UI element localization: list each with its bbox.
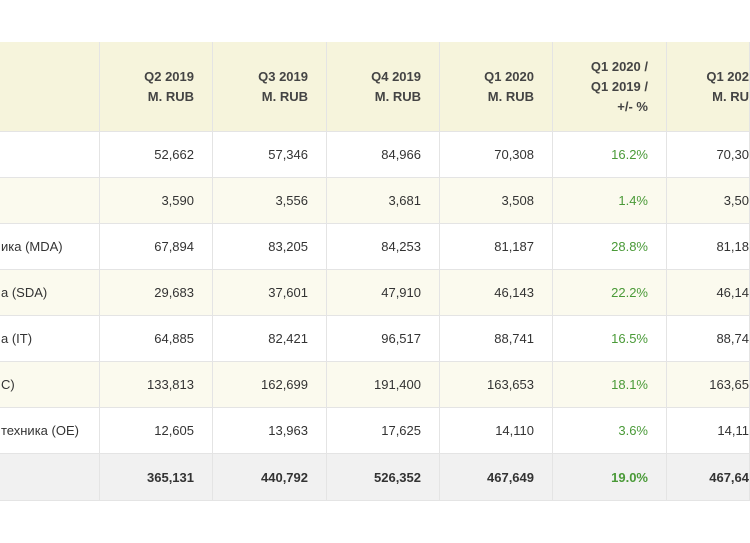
table-cell: 64,885 [100,316,213,362]
table-cell: 16.5% [553,316,667,362]
table-cell: 133,813 [100,362,213,408]
table-cell: 3,50 [667,178,750,224]
header-cell: Q1 202 M. RU [667,42,750,132]
table-cell: 162,699 [213,362,327,408]
table-cell: 365,131 [100,454,213,501]
table-cell: 163,653 [440,362,553,408]
table-cell: 467,64 [667,454,750,501]
table-cell: 13,963 [213,408,327,454]
table-cell: 46,143 [440,270,553,316]
table-cell: 3,590 [100,178,213,224]
table-cell: 29,683 [100,270,213,316]
table-cell: 17,625 [327,408,440,454]
table-cell: 57,346 [213,132,327,178]
table-cell: 70,30 [667,132,750,178]
table-cell: 1.4% [553,178,667,224]
table-cell: 46,14 [667,270,750,316]
table-cell: 16.2% [553,132,667,178]
table-cell: 14,110 [440,408,553,454]
header-cell: Q1 2020 / Q1 2019 / +/- % [553,42,667,132]
table-cell: 12,605 [100,408,213,454]
header-cell: Q3 2019 M. RUB [213,42,327,132]
table-cell: 70,308 [440,132,553,178]
header-cell: Q4 2019 M. RUB [327,42,440,132]
table-cell: 3,556 [213,178,327,224]
table-cell: 467,649 [440,454,553,501]
table-cell: 82,421 [213,316,327,362]
row-label: а (IT) [0,316,100,362]
header-cell: Q2 2019 M. RUB [100,42,213,132]
table-cell: 81,18 [667,224,750,270]
table-cell: 96,517 [327,316,440,362]
table-cell: 526,352 [327,454,440,501]
table-cell: 28.8% [553,224,667,270]
table-cell: 81,187 [440,224,553,270]
table-cell: 84,253 [327,224,440,270]
table-cell: 84,966 [327,132,440,178]
row-label: техника (OE) [0,408,100,454]
row-label: ика (MDA) [0,224,100,270]
row-label [0,178,100,224]
table-cell: 52,662 [100,132,213,178]
header-cell: Q1 2020 M. RUB [440,42,553,132]
table-cell: 83,205 [213,224,327,270]
table-cell: 19.0% [553,454,667,501]
table-cell: 440,792 [213,454,327,501]
row-label [0,454,100,501]
table-cell: 88,74 [667,316,750,362]
table-cell: 14,11 [667,408,750,454]
table-cell: 37,601 [213,270,327,316]
row-label: C) [0,362,100,408]
header-cell [0,42,100,132]
table-cell: 191,400 [327,362,440,408]
page: Q2 2019 M. RUB Q3 2019 M. RUB Q4 2019 M. R… [0,42,750,501]
row-label [0,132,100,178]
table-cell: 22.2% [553,270,667,316]
table-cell: 3,681 [327,178,440,224]
table-cell: 47,910 [327,270,440,316]
table: Q2 2019 M. RUB Q3 2019 M. RUB Q4 2019 M. R… [0,42,750,543]
row-label: а (SDA) [0,270,100,316]
table-cell: 3,508 [440,178,553,224]
table-cell: 88,741 [440,316,553,362]
table-cell: 18.1% [553,362,667,408]
table-cell: 67,894 [100,224,213,270]
table-cell: 3.6% [553,408,667,454]
table-cell: 163,65 [667,362,750,408]
